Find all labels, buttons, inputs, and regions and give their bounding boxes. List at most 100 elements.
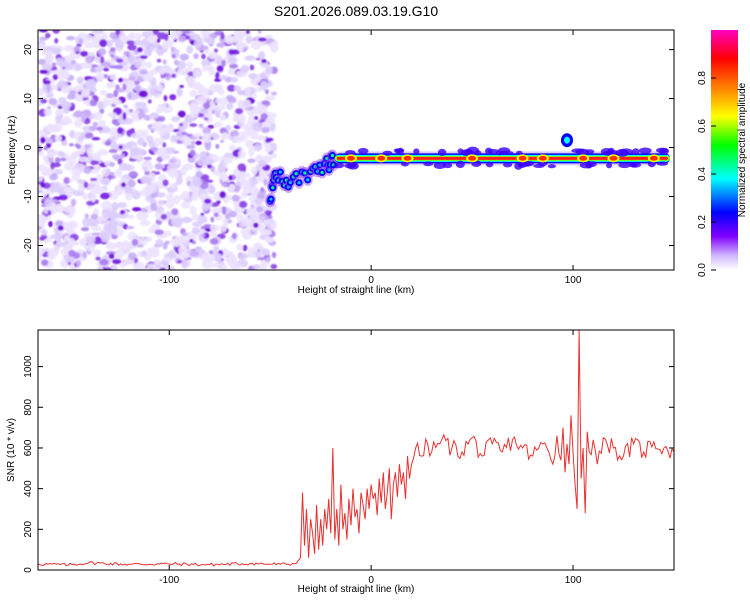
noise-blob — [165, 199, 175, 209]
ridge-wiggle — [638, 147, 652, 154]
snr-x-label: Height of straight line (km) — [298, 584, 415, 595]
transition-hot — [284, 178, 288, 182]
noise-blob — [61, 66, 66, 70]
noise-blob — [171, 73, 177, 78]
noise-blob — [39, 36, 48, 41]
noise-blob — [66, 36, 76, 41]
noise-blob — [160, 213, 168, 220]
noise-blob — [41, 190, 48, 197]
transition-hot — [297, 181, 301, 185]
noise-blob — [210, 229, 218, 238]
noise-blob — [91, 232, 102, 236]
noise-blob — [209, 224, 220, 232]
noise-blob — [129, 147, 141, 157]
noise-blob — [105, 82, 114, 89]
noise-blob — [51, 62, 57, 66]
spectrogram-y-ticks: -20 -10 0 10 20 — [23, 44, 674, 253]
noise-blob — [73, 85, 83, 92]
noise-blob — [180, 165, 188, 176]
transition-hot — [271, 186, 275, 190]
spectrogram-x-ticks: -100 0 100 — [159, 30, 582, 286]
noise-blob — [160, 43, 171, 50]
noise-blob — [237, 163, 247, 172]
noise-blob — [252, 264, 260, 270]
noise-blob — [96, 174, 103, 180]
x-tick-label: 0 — [368, 275, 374, 286]
noise-blob — [156, 128, 167, 136]
ridge-wiggle — [423, 161, 434, 167]
noise-blob — [125, 192, 133, 201]
noise-blob — [161, 257, 173, 264]
spectrogram-frame — [37, 29, 675, 271]
noise-blob — [171, 53, 176, 59]
noise-blob — [219, 178, 224, 185]
noise-blob — [54, 157, 61, 165]
noise-blob — [38, 226, 42, 230]
noise-blob — [241, 217, 253, 227]
noise-blob — [97, 266, 104, 270]
noise-blob — [110, 47, 116, 52]
noise-blob — [190, 104, 200, 114]
noise-blob — [248, 147, 255, 157]
noise-blob — [220, 132, 230, 140]
noise-blob — [242, 244, 248, 252]
noise-blob — [82, 251, 87, 259]
noise-blob — [104, 267, 112, 270]
noise-blob — [203, 64, 214, 71]
noise-blob — [228, 175, 233, 181]
noise-blob — [155, 171, 161, 175]
noise-blob — [265, 209, 272, 217]
noise-blob — [189, 149, 196, 157]
noise-blob — [127, 231, 137, 241]
noise-blob — [255, 135, 267, 141]
noise-blob — [178, 245, 188, 256]
noise-blob — [116, 202, 128, 209]
noise-blob — [119, 209, 126, 215]
noise-blob — [205, 144, 211, 151]
snr-series-line — [38, 330, 674, 567]
noise-blob — [128, 171, 139, 179]
figure-title: S201.2026.089.03.19.G10 — [274, 3, 438, 19]
noise-blob — [40, 136, 46, 144]
noise-blob — [107, 210, 118, 220]
transition-hot — [327, 168, 331, 172]
noise-blob — [180, 69, 190, 76]
noise-blob — [192, 221, 202, 227]
noise-blob — [201, 203, 210, 212]
colorbar-tick-label: 0.6 — [697, 119, 708, 133]
noise-blob — [134, 33, 142, 41]
noise-blob — [264, 95, 276, 101]
noise-blob — [226, 102, 234, 110]
y-tick-label: 0 — [23, 567, 34, 573]
noise-blob — [65, 62, 74, 71]
noise-blob — [157, 103, 167, 109]
noise-blob — [223, 156, 233, 164]
noise-blob — [256, 257, 267, 261]
noise-blob — [179, 123, 184, 127]
noise-blob — [220, 171, 228, 180]
noise-blob — [116, 88, 125, 93]
noise-blob — [89, 186, 102, 195]
noise-blob — [228, 210, 238, 218]
noise-blob — [67, 93, 76, 100]
noise-blob — [210, 262, 222, 268]
noise-blob — [162, 142, 167, 148]
noise-blob — [54, 203, 65, 213]
noise-blob — [151, 121, 163, 130]
noise-blob — [173, 195, 181, 205]
noise-blob — [52, 47, 62, 54]
noise-blob — [204, 112, 211, 119]
ridge-wiggle — [487, 149, 500, 154]
noise-blob — [240, 228, 251, 236]
noise-blob — [138, 90, 148, 98]
noise-blob — [123, 104, 128, 109]
noise-blob — [139, 55, 148, 59]
y-tick-label: -20 — [23, 238, 34, 253]
ridge-wiggle — [632, 148, 640, 156]
noise-blob — [72, 252, 81, 259]
noise-blob — [143, 156, 152, 161]
noise-blob — [77, 156, 89, 163]
noise-blob — [168, 250, 176, 256]
noise-blob — [109, 32, 117, 39]
